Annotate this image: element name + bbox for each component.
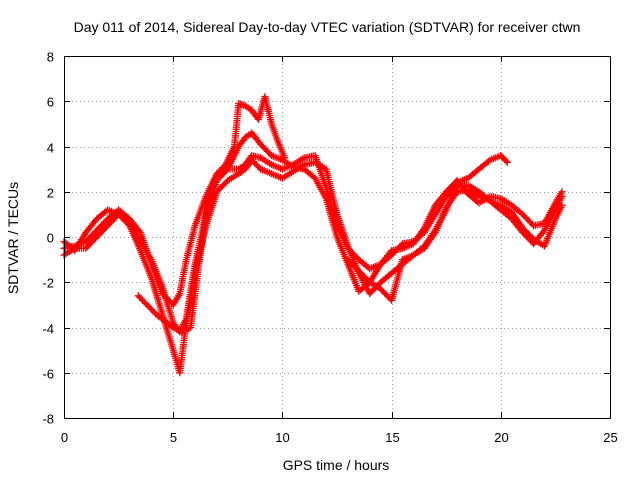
y-tick-label: 0 [47, 231, 54, 246]
y-tick-label: 2 [47, 186, 54, 201]
axis-ticks [64, 56, 611, 419]
y-tick-label: -6 [42, 367, 54, 382]
x-tick-label: 25 [603, 430, 617, 445]
y-tick-label: -8 [42, 412, 54, 427]
y-axis-label: SDTVAR / TECUs [5, 182, 21, 294]
y-tick-labels: -8 -6 -4 -2 0 2 4 6 8 [42, 50, 54, 427]
y-tick-label: 6 [47, 95, 54, 110]
x-tick-label: 20 [494, 430, 508, 445]
y-tick-label: -4 [42, 322, 54, 337]
x-tick-labels: 0 5 10 15 20 25 [61, 430, 618, 445]
x-axis-label: GPS time / hours [283, 457, 390, 473]
x-tick-label: 5 [170, 430, 177, 445]
y-tick-label: 8 [47, 50, 54, 65]
point-markers [344, 152, 511, 304]
y-tick-label: 4 [47, 141, 54, 156]
series-track-d [134, 93, 289, 336]
point-markers [60, 156, 566, 377]
x-tick-label: 0 [61, 430, 68, 445]
chart-title: Day 011 of 2014, Sidereal Day-to-day VTE… [74, 19, 581, 35]
x-tick-label: 10 [275, 430, 289, 445]
data-points [60, 93, 566, 377]
x-tick-label: 15 [385, 430, 399, 445]
series-track-e [344, 152, 511, 304]
y-tick-label: -2 [42, 276, 54, 291]
point-markers [134, 93, 289, 336]
series-track-b [60, 156, 566, 377]
